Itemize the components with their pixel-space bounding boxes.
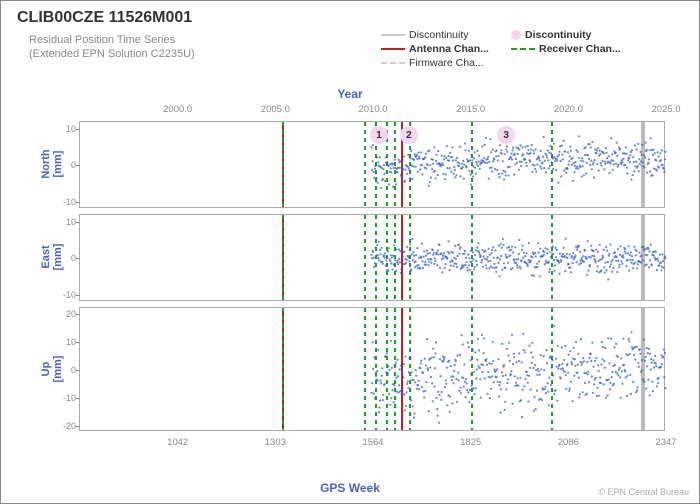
ytick: -20 — [48, 421, 76, 431]
ytick: -10 — [48, 290, 76, 300]
subtitle-line1: Residual Position Time Series — [29, 33, 195, 47]
legend-swatch-dot — [511, 30, 521, 40]
chart-title: CLIB00CZE 11526M001 — [17, 9, 192, 27]
ytick: 10 — [48, 337, 76, 347]
chart-subtitle: Residual Position Time Series (Extended … — [29, 33, 195, 62]
scatter-up — [80, 308, 664, 430]
discontinuity-badge: 2 — [400, 126, 418, 144]
xtick-gpsweek: 1825 — [460, 437, 481, 448]
discontinuity-badge: 3 — [497, 126, 515, 144]
chart-container: CLIB00CZE 11526M001 Residual Position Ti… — [0, 0, 700, 504]
legend-item: Firmware Cha... — [381, 57, 511, 69]
legend-label: Discontinuity — [409, 29, 469, 41]
footer-credit: © EPN Central Bureau — [598, 487, 689, 497]
xtick-year: 2015.0 — [456, 104, 485, 115]
panel-east: East[mm]-10010 — [79, 214, 665, 301]
ytick: -10 — [48, 197, 76, 207]
legend-item: Antenna Chan... — [381, 43, 511, 55]
legend-swatch-line — [381, 62, 405, 64]
axis-title-gpsweek: GPS Week — [1, 481, 699, 495]
panel-up: Up[mm]-20-100102010421303156418252086234… — [79, 307, 665, 431]
ytick: 10 — [48, 124, 76, 134]
legend-label: Antenna Chan... — [409, 43, 489, 55]
ytick: -10 — [48, 393, 76, 403]
legend-item: Discontinuity — [381, 29, 511, 41]
xtick-year: 2010.0 — [358, 104, 387, 115]
xtick-gpsweek: 1303 — [265, 437, 286, 448]
xtick-gpsweek: 2086 — [558, 437, 579, 448]
xtick-year: 2025.0 — [651, 104, 680, 115]
xtick-gpsweek: 1042 — [167, 437, 188, 448]
xtick-year: 2020.0 — [554, 104, 583, 115]
xtick-gpsweek: 1564 — [362, 437, 383, 448]
subtitle-line2: (Extended EPN Solution C2235U) — [29, 47, 195, 61]
xtick-gpsweek: 2347 — [655, 437, 676, 448]
panel-north: North[mm]-100101232000.02005.02010.02015… — [79, 121, 665, 208]
legend-item: Discontinuity — [511, 29, 641, 41]
legend-item: Receiver Chan... — [511, 43, 641, 55]
legend-swatch-line — [381, 48, 405, 50]
discontinuity-badge: 1 — [370, 126, 388, 144]
legend-label: Discontinuity — [525, 29, 592, 41]
ytick: 0 — [48, 160, 76, 170]
axis-title-year: Year — [1, 87, 699, 101]
panels-area: North[mm]-100101232000.02005.02010.02015… — [79, 121, 665, 431]
legend-label: Receiver Chan... — [539, 43, 621, 55]
ytick: 20 — [48, 309, 76, 319]
legend-swatch-line — [511, 48, 535, 50]
ytick: 0 — [48, 253, 76, 263]
legend: Discontinuity Discontinuity Antenna Chan..… — [381, 29, 641, 69]
ytick: 10 — [48, 217, 76, 227]
scatter-east — [80, 215, 664, 300]
xtick-year: 2000.0 — [163, 104, 192, 115]
legend-label: Firmware Cha... — [409, 57, 484, 69]
ytick: 0 — [48, 365, 76, 375]
xtick-year: 2005.0 — [261, 104, 290, 115]
legend-swatch-line — [381, 34, 405, 36]
